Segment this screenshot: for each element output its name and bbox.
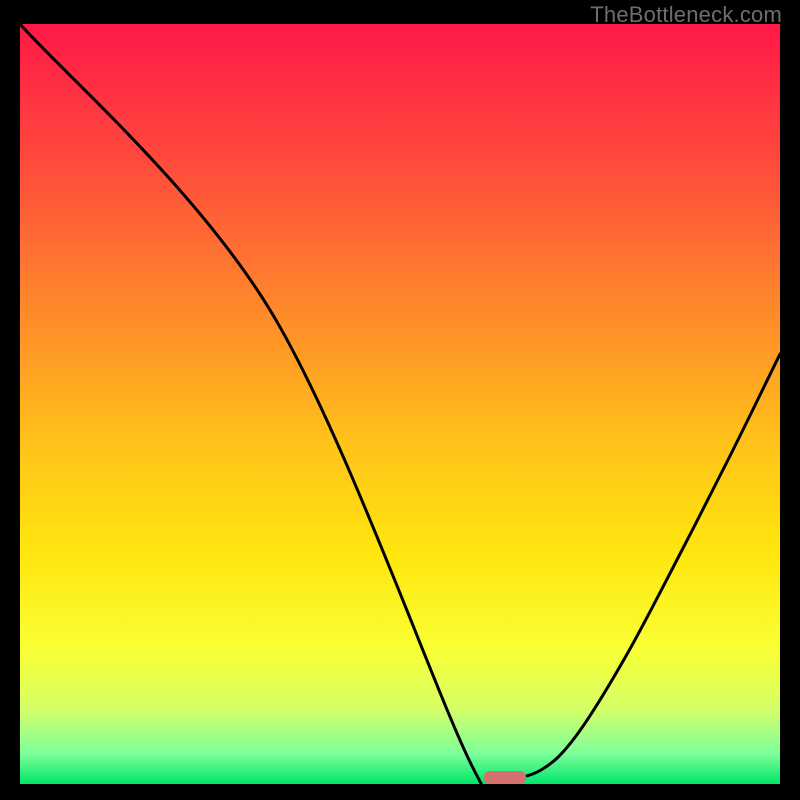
optimal-marker — [484, 771, 526, 784]
gradient-background — [20, 24, 780, 784]
plot-area — [20, 24, 780, 784]
watermark-text: TheBottleneck.com — [590, 2, 782, 28]
